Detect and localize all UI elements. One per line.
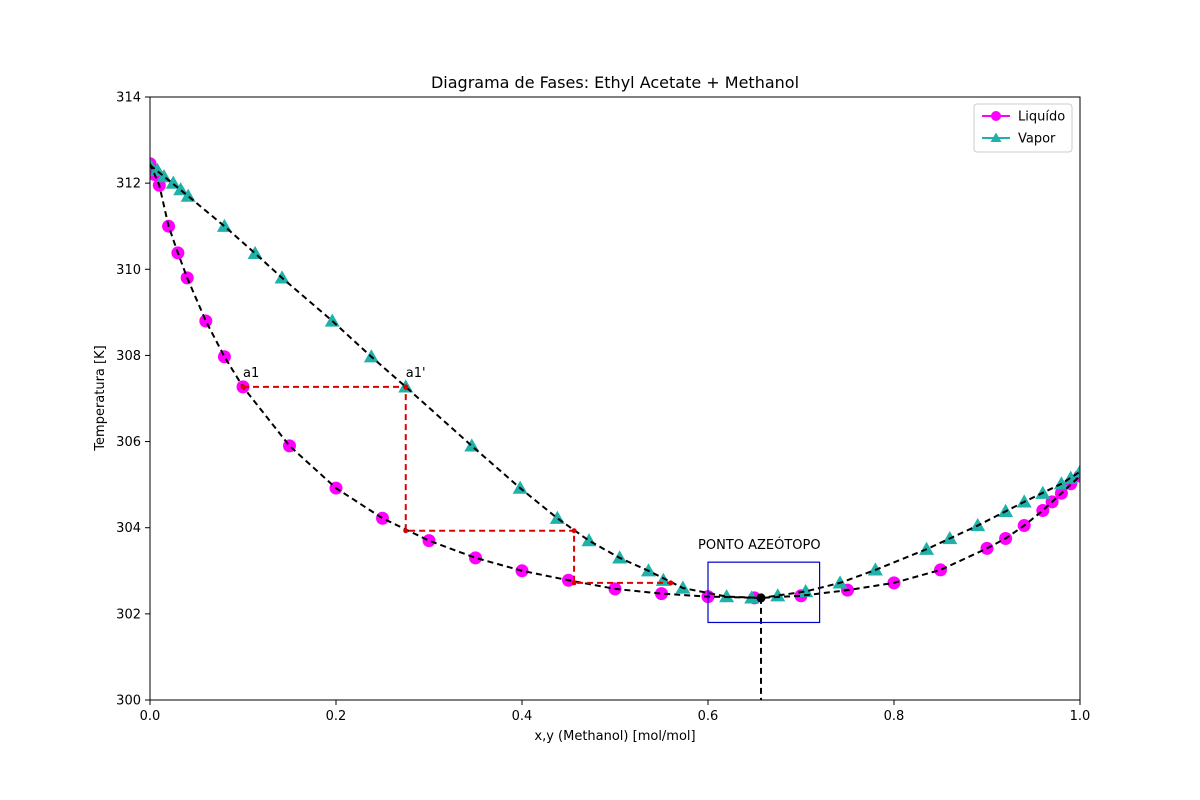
y-tick-label: 304 xyxy=(116,521,141,536)
x-tick-label: 0.0 xyxy=(140,709,161,724)
liquid-point xyxy=(469,551,482,565)
liquid-fit-curve xyxy=(150,163,1080,599)
azeotrope-label: PONTO AZEÓTOPO xyxy=(698,537,821,553)
azeotrope-box xyxy=(707,561,821,624)
vapor-point xyxy=(150,162,165,176)
vapor-point xyxy=(919,541,935,555)
legend-label: Vapor xyxy=(1018,132,1056,147)
stage-step-point xyxy=(668,580,674,586)
legend-label: Liquído xyxy=(1018,110,1065,125)
x-tick-label: 1.0 xyxy=(1070,709,1091,724)
legend-marker-triangle xyxy=(990,132,1002,142)
liquid-point xyxy=(199,314,213,328)
x-tick-label: 0.8 xyxy=(884,709,905,724)
legend-marker-circle xyxy=(991,111,1001,121)
stage-step-point xyxy=(571,528,577,534)
vapor-point xyxy=(770,588,786,602)
x-tick-label: 0.4 xyxy=(512,709,533,724)
stage-step-point xyxy=(571,580,577,586)
x-axis-label: x,y (Methanol) [mol/mol] xyxy=(534,729,695,744)
stage-step-point xyxy=(403,384,409,390)
y-tick-label: 312 xyxy=(116,177,141,192)
stage-steps-line xyxy=(243,385,671,584)
chart-title: Diagrama de Fases: Ethyl Acetate + Metha… xyxy=(431,73,799,92)
axes-frame xyxy=(149,96,1081,701)
azeotrope-point xyxy=(756,593,766,603)
y-axis-label: Temperatura [K] xyxy=(93,345,108,451)
point-annotation: a1 xyxy=(243,366,259,381)
point-annotation: a1' xyxy=(406,366,426,381)
liquid-point xyxy=(376,511,389,525)
stage-step-point xyxy=(403,528,409,534)
stage-step-point xyxy=(240,384,246,390)
liquid-point xyxy=(422,534,436,548)
y-tick-label: 308 xyxy=(116,349,141,364)
liquid-point xyxy=(655,587,668,601)
liquid-point xyxy=(934,563,947,577)
y-tick-label: 302 xyxy=(116,607,141,622)
y-tick-label: 300 xyxy=(116,694,141,709)
vapor-point xyxy=(165,175,181,189)
plot-area: PONTO AZEÓTOPO a1 a1' 0.0 0.2 0.4 0.6 0.8 1.0 300… xyxy=(116,91,1090,725)
y-tick-label: 310 xyxy=(116,263,141,278)
y-tick-label: 306 xyxy=(116,435,141,450)
legend: Liquído Vapor xyxy=(973,103,1073,153)
plot-content xyxy=(150,157,1080,700)
vapor-point xyxy=(719,589,735,603)
x-tick-label: 0.6 xyxy=(698,709,719,724)
vapor-fit-curve xyxy=(150,164,1080,599)
x-tick-label: 0.2 xyxy=(326,709,347,724)
liquid-point xyxy=(217,350,231,364)
y-tick-label: 314 xyxy=(116,91,141,106)
